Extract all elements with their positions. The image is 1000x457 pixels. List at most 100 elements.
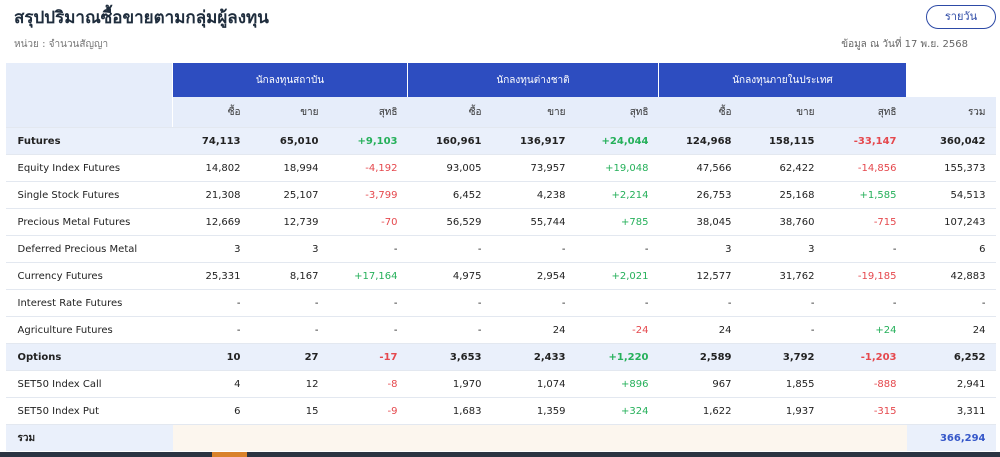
cell: -24: [575, 316, 659, 344]
cell: 12,577: [658, 262, 742, 290]
cell: -33,147: [824, 127, 907, 155]
cell: 1,074: [491, 370, 576, 398]
period-button[interactable]: รายวัน: [926, 5, 996, 29]
row-label: Precious Metal Futures: [5, 208, 173, 236]
cell: 62,422: [741, 154, 825, 182]
column-header: สุทธิ: [575, 97, 659, 128]
cell: +896: [575, 370, 659, 398]
cell: -: [491, 235, 576, 263]
footer-cell: [741, 424, 825, 451]
cell: -19,185: [824, 262, 907, 290]
footer-label: รวม: [5, 424, 173, 451]
cell: 124,968: [658, 127, 742, 155]
cell: 3,311: [906, 397, 996, 425]
cell: 3: [658, 235, 742, 263]
cell: 38,760: [741, 208, 825, 236]
cell: -4,192: [328, 154, 408, 182]
cell: -: [328, 316, 408, 344]
table-row: Futures 74,113 65,010 +9,103 160,961 136,917 +…: [5, 127, 996, 155]
cell: +785: [575, 208, 659, 236]
cell: 14,802: [172, 154, 251, 182]
cell: -: [906, 289, 996, 317]
cell: -: [741, 289, 825, 317]
cell: 160,961: [407, 127, 492, 155]
cell: -: [491, 289, 576, 317]
cell: 10: [172, 343, 251, 371]
footer-cell: [172, 424, 251, 451]
cell: 18,994: [250, 154, 329, 182]
cell: -3,799: [328, 181, 408, 209]
cell: 54,513: [906, 181, 996, 209]
column-header: ขาย: [491, 97, 576, 128]
cell: -: [824, 235, 907, 263]
footer-cell: [575, 424, 659, 451]
cell: 21,308: [172, 181, 251, 209]
table-row: Single Stock Futures 21,308 25,107 -3,799 6,…: [5, 181, 996, 209]
cell: 27: [250, 343, 329, 371]
cell: -17: [328, 343, 408, 371]
cell: 1,359: [491, 397, 576, 425]
table-row: Options 10 27 -17 3,653 2,433 +1,220 2,589 3,792…: [5, 343, 996, 371]
cell: 24: [906, 316, 996, 344]
cell: -888: [824, 370, 907, 398]
cell: -: [575, 235, 659, 263]
footer-cell: [491, 424, 576, 451]
group-header: นักลงทุนสถาบัน: [172, 63, 408, 97]
cell: 38,045: [658, 208, 742, 236]
cell: +324: [575, 397, 659, 425]
cell: 107,243: [906, 208, 996, 236]
cell: 1,855: [741, 370, 825, 398]
cell: 155,373: [906, 154, 996, 182]
row-label: Deferred Precious Metal: [5, 235, 173, 263]
cell: 3: [172, 235, 251, 263]
cell: 6,252: [906, 343, 996, 371]
row-label: Options: [5, 343, 173, 371]
cell: 2,954: [491, 262, 576, 290]
cell: -: [407, 235, 492, 263]
column-header: สุทธิ: [328, 97, 408, 128]
footer-row: รวม 366,294: [5, 424, 996, 451]
cell: -: [741, 316, 825, 344]
cell: +19,048: [575, 154, 659, 182]
corner: [5, 63, 173, 128]
cell: 360,042: [906, 127, 996, 155]
cell: -: [328, 289, 408, 317]
group-header: นักลงทุนต่างชาติ: [407, 63, 659, 97]
cell: 2,941: [906, 370, 996, 398]
table-row: SET50 Index Put 6 15 -9 1,683 1,359 +324 1,622 1…: [5, 397, 996, 425]
cell: 26,753: [658, 181, 742, 209]
cell: -: [407, 316, 492, 344]
cell: 12: [250, 370, 329, 398]
cell: 1,937: [741, 397, 825, 425]
cell: 74,113: [172, 127, 251, 155]
table-row: SET50 Index Call 4 12 -8 1,970 1,074 +896 967 1,…: [5, 370, 996, 398]
unit: หน่วย : จำนวนสัญญา: [14, 39, 109, 50]
cell: -: [658, 289, 742, 317]
footer-cell: [407, 424, 492, 451]
cell: 8,167: [250, 262, 329, 290]
cell: -: [328, 235, 408, 263]
cell: +17,164: [328, 262, 408, 290]
cell: -70: [328, 208, 408, 236]
footer-cell: [250, 424, 329, 451]
row-label: Futures: [5, 127, 173, 155]
cell: 73,957: [491, 154, 576, 182]
table-row: Deferred Precious Metal 3 3- - - -3 3-6: [5, 235, 996, 263]
cell: 4,238: [491, 181, 576, 209]
bottom-bar: [0, 452, 1000, 457]
cell: -: [575, 289, 659, 317]
row-label: Currency Futures: [5, 262, 173, 290]
total-header: รวม: [906, 97, 996, 128]
table-row: Precious Metal Futures 12,669 12,739 -70 56,…: [5, 208, 996, 236]
group-header-row: นักลงทุนสถาบัน นักลงทุนต่างชาติ นักลงทุนภา…: [5, 63, 996, 128]
cell: 4: [172, 370, 251, 398]
cell: -: [250, 316, 329, 344]
footer-cell: [328, 424, 408, 451]
column-header: สุทธิ: [824, 97, 907, 128]
column-header: ขาย: [741, 97, 825, 128]
cell: -1,203: [824, 343, 907, 371]
table-row: Interest Rate Futures - - - - - - - - - -: [5, 289, 996, 317]
cell: -9: [328, 397, 408, 425]
cell: 3: [741, 235, 825, 263]
